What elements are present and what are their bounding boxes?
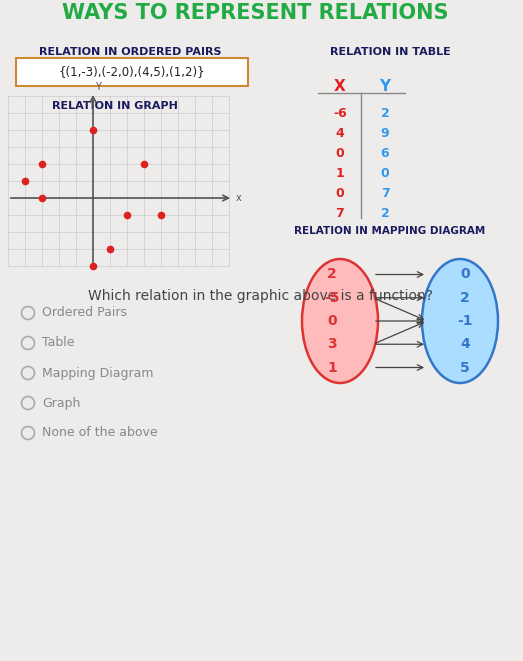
Text: Graph: Graph — [42, 397, 81, 410]
Text: -6: -6 — [333, 107, 347, 120]
Text: RELATION IN ORDERED PAIRS: RELATION IN ORDERED PAIRS — [39, 47, 221, 57]
Text: None of the above: None of the above — [42, 426, 157, 440]
Text: 0: 0 — [336, 187, 344, 200]
Text: 0: 0 — [381, 167, 390, 180]
Text: RELATION IN MAPPING DIAGRAM: RELATION IN MAPPING DIAGRAM — [294, 226, 486, 236]
Text: Table: Table — [42, 336, 74, 350]
Text: 4: 4 — [460, 337, 470, 351]
Text: -1: -1 — [457, 314, 473, 328]
Text: WAYS TO REPRESENT RELATIONS: WAYS TO REPRESENT RELATIONS — [62, 3, 448, 23]
Text: Y: Y — [95, 82, 101, 92]
Text: 0: 0 — [460, 268, 470, 282]
Text: Mapping Diagram: Mapping Diagram — [42, 366, 153, 379]
Text: X: X — [334, 79, 346, 94]
Ellipse shape — [302, 259, 378, 383]
Text: 4: 4 — [336, 127, 344, 140]
Text: 0: 0 — [327, 314, 337, 328]
Text: 3: 3 — [327, 337, 337, 351]
Text: 0: 0 — [336, 147, 344, 160]
Text: Which relation in the graphic above is a function?: Which relation in the graphic above is a… — [87, 289, 433, 303]
Text: 9: 9 — [381, 127, 389, 140]
Text: 1: 1 — [336, 167, 344, 180]
Text: x: x — [236, 193, 242, 203]
Text: 2: 2 — [327, 268, 337, 282]
Text: Y: Y — [380, 79, 391, 94]
Text: 5: 5 — [460, 360, 470, 375]
Text: Ordered Pairs: Ordered Pairs — [42, 307, 127, 319]
Text: RELATION IN TABLE: RELATION IN TABLE — [329, 47, 450, 57]
Text: 2: 2 — [381, 107, 390, 120]
Text: -5: -5 — [324, 291, 340, 305]
Text: RELATION IN GRAPH: RELATION IN GRAPH — [52, 101, 178, 111]
Text: 2: 2 — [381, 207, 390, 220]
Text: 7: 7 — [381, 187, 390, 200]
Text: {(1,-3),(-2,0),(4,5),(1,2)}: {(1,-3),(-2,0),(4,5),(1,2)} — [59, 65, 206, 79]
Ellipse shape — [422, 259, 498, 383]
Text: 6: 6 — [381, 147, 389, 160]
Text: 1: 1 — [327, 360, 337, 375]
Text: 2: 2 — [460, 291, 470, 305]
Text: 7: 7 — [336, 207, 344, 220]
FancyBboxPatch shape — [16, 58, 248, 86]
